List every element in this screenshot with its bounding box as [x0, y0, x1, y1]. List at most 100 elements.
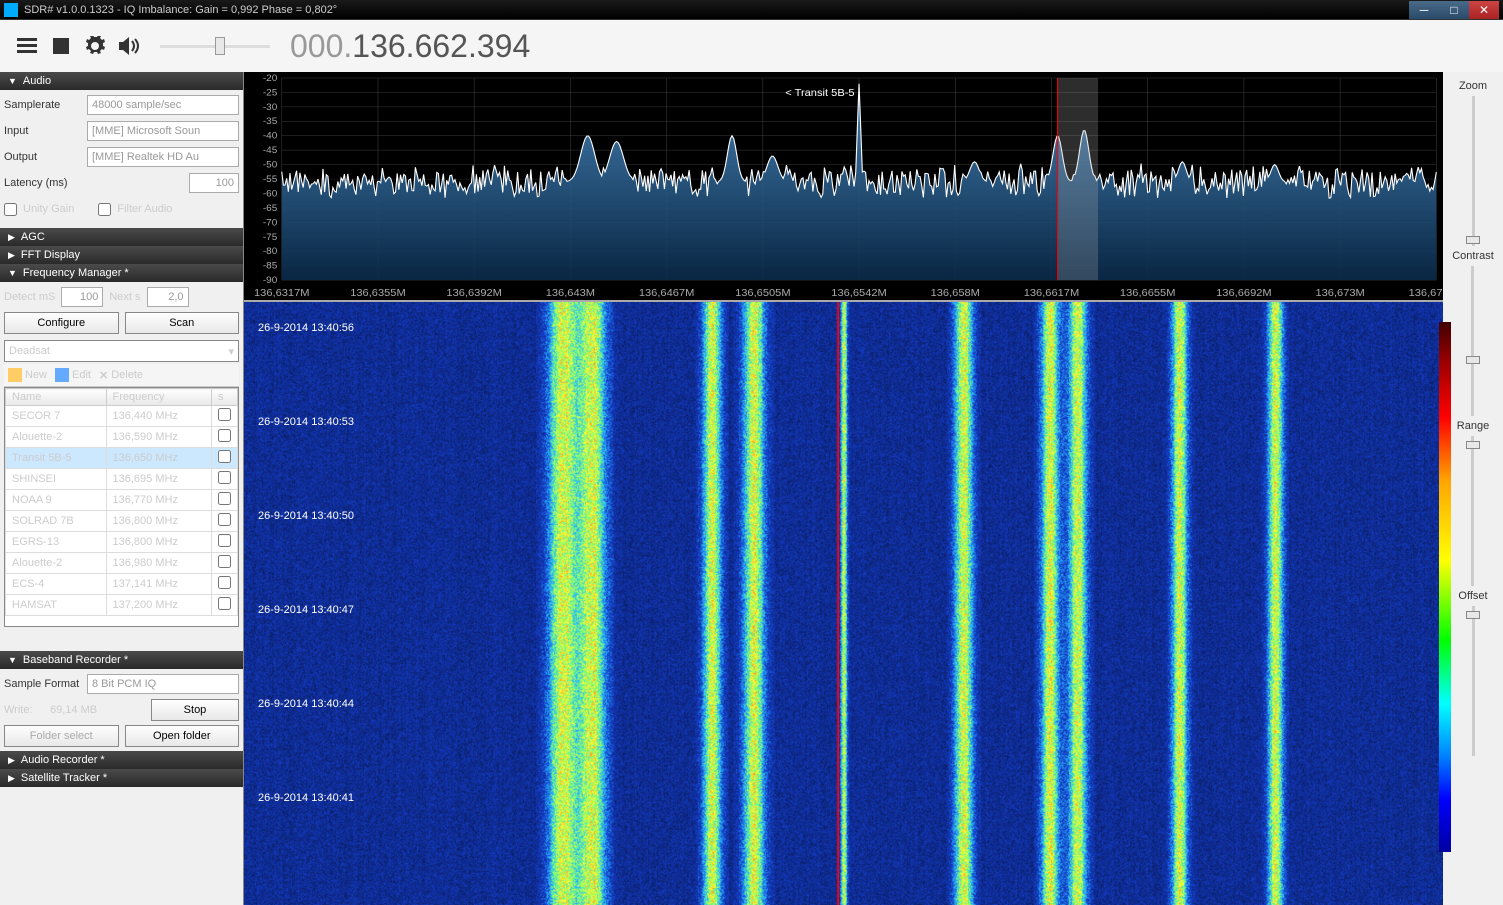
offset-label: Offset — [1458, 590, 1487, 602]
delete-button[interactable]: ✕Delete — [99, 368, 143, 382]
sidebar: ▼Audio Samplerate Input Output Latency (… — [0, 72, 244, 905]
contrast-label: Contrast — [1452, 250, 1494, 262]
offset-slider[interactable] — [1463, 606, 1483, 756]
stop-button[interactable]: Stop — [151, 699, 239, 721]
latency-input[interactable] — [189, 173, 239, 193]
detect-input[interactable] — [61, 287, 103, 307]
audio-recorder-header[interactable]: ▶Audio Recorder * — [0, 751, 243, 769]
range-slider[interactable] — [1463, 436, 1483, 586]
svg-text:-90: -90 — [263, 276, 277, 286]
colorbar — [1439, 322, 1451, 852]
svg-text:-75: -75 — [263, 232, 277, 242]
table-row[interactable]: SHINSEI136,695 MHz — [6, 469, 238, 490]
waterfall-timestamp: 26-9-2014 13:40:56 — [258, 322, 354, 334]
format-label: Sample Format — [4, 678, 81, 690]
new-button[interactable]: New — [8, 368, 47, 382]
svg-text:< Transit 5B-5: < Transit 5B-5 — [785, 87, 855, 98]
table-row[interactable]: SOLRAD 7B136,800 MHz — [6, 511, 238, 532]
waterfall-panel[interactable]: 26-9-2014 13:40:56 26-9-2014 13:40:53 26-9… — [244, 302, 1443, 905]
svg-text:136,643M: 136,643M — [546, 288, 595, 299]
next-input[interactable] — [147, 287, 189, 307]
spectrum-area: -20-25-30-35-40-45-50-55-60-65-70-75-80-… — [244, 72, 1443, 905]
svg-text:136,6317M: 136,6317M — [254, 288, 310, 299]
waterfall-timestamp: 26-9-2014 13:40:53 — [258, 416, 354, 428]
audio-panel-header[interactable]: ▼Audio — [0, 72, 243, 90]
col-freq[interactable]: Frequency — [106, 389, 211, 406]
fft-panel-header[interactable]: ▶FFT Display — [0, 246, 243, 264]
folder-select-button[interactable]: Folder select — [4, 725, 119, 747]
table-row[interactable]: Alouette-2136,590 MHz — [6, 427, 238, 448]
gear-icon[interactable] — [84, 35, 106, 57]
contrast-slider[interactable] — [1463, 266, 1483, 416]
scan-button[interactable]: Scan — [125, 312, 240, 334]
open-folder-button[interactable]: Open folder — [125, 725, 240, 747]
write-label: Write: — [4, 704, 44, 716]
format-input[interactable] — [87, 674, 239, 694]
waterfall-timestamp: 26-9-2014 13:40:41 — [258, 792, 354, 804]
edit-button[interactable]: Edit — [55, 368, 91, 382]
close-button[interactable]: ✕ — [1469, 1, 1499, 19]
waterfall-marker — [838, 302, 839, 905]
svg-text:136,6655M: 136,6655M — [1120, 288, 1176, 299]
speaker-icon[interactable] — [118, 35, 140, 57]
waterfall-timestamp: 26-9-2014 13:40:50 — [258, 510, 354, 522]
table-row[interactable]: EGRS-13136,800 MHz — [6, 532, 238, 553]
fft-panel[interactable]: -20-25-30-35-40-45-50-55-60-65-70-75-80-… — [244, 72, 1443, 302]
svg-text:136,6617M: 136,6617M — [1024, 288, 1080, 299]
frequency-display[interactable]: 000.136.662.394 — [290, 28, 530, 65]
input-label: Input — [4, 125, 81, 137]
table-row[interactable]: ECS-4137,141 MHz — [6, 574, 238, 595]
svg-text:-45: -45 — [263, 146, 277, 156]
app-icon — [4, 3, 18, 17]
waterfall-timestamp: 26-9-2014 13:40:47 — [258, 604, 354, 616]
svg-text:136,6768M: 136,6768M — [1409, 288, 1443, 299]
titlebar: SDR# v1.0.0.1323 - IQ Imbalance: Gain = … — [0, 0, 1503, 20]
svg-text:-50: -50 — [263, 160, 277, 170]
detect-label: Detect mS — [4, 291, 55, 303]
main-toolbar: 000.136.662.394 — [0, 20, 1503, 72]
svg-text:-25: -25 — [263, 88, 277, 98]
zoom-slider[interactable] — [1463, 96, 1483, 246]
freq-manager-header[interactable]: ▼Frequency Manager * — [0, 264, 243, 282]
minimize-button[interactable]: ─ — [1409, 1, 1439, 19]
agc-panel-header[interactable]: ▶AGC — [0, 228, 243, 246]
svg-text:136,6355M: 136,6355M — [350, 288, 406, 299]
svg-text:-85: -85 — [263, 261, 277, 271]
svg-text:-60: -60 — [263, 189, 277, 199]
frequency-table: Name Frequency s SECOR 7136,440 MHzAloue… — [5, 388, 238, 616]
filter-audio-checkbox[interactable]: Filter Audio — [98, 203, 172, 216]
col-s[interactable]: s — [212, 389, 238, 406]
svg-text:-65: -65 — [263, 203, 277, 213]
audio-output-select[interactable] — [87, 147, 239, 167]
satellite-tracker-header[interactable]: ▶Satellite Tracker * — [0, 769, 243, 787]
svg-text:-20: -20 — [263, 73, 277, 83]
next-label: Next s — [109, 291, 140, 303]
right-panel: Zoom Contrast Range Offset — [1443, 72, 1503, 905]
samplerate-input[interactable] — [87, 95, 239, 115]
svg-text:-40: -40 — [263, 131, 277, 141]
samplerate-label: Samplerate — [4, 99, 81, 111]
table-row[interactable]: HAMSAT137,200 MHz — [6, 595, 238, 616]
maximize-button[interactable]: □ — [1439, 1, 1469, 19]
col-name[interactable]: Name — [6, 389, 107, 406]
svg-text:-35: -35 — [263, 117, 277, 127]
latency-label: Latency (ms) — [4, 177, 88, 189]
table-row[interactable]: NOAA 9136,770 MHz — [6, 490, 238, 511]
menu-icon[interactable] — [16, 35, 38, 57]
svg-text:136,6392M: 136,6392M — [446, 288, 502, 299]
baseband-header[interactable]: ▼Baseband Recorder * — [0, 651, 243, 669]
unity-gain-checkbox[interactable]: Unity Gain — [4, 203, 74, 216]
table-row[interactable]: SECOR 7136,440 MHz — [6, 406, 238, 427]
table-row[interactable]: Transit 5B-5136,650 MHz — [6, 448, 238, 469]
table-row[interactable]: Alouette-2136,980 MHz — [6, 553, 238, 574]
output-label: Output — [4, 151, 81, 163]
group-select[interactable]: Deadsat▾ — [4, 340, 239, 362]
stop-icon[interactable] — [50, 35, 72, 57]
svg-text:136,673M: 136,673M — [1315, 288, 1364, 299]
configure-button[interactable]: Configure — [4, 312, 119, 334]
svg-text:-30: -30 — [263, 102, 277, 112]
svg-text:-80: -80 — [263, 247, 277, 257]
audio-input-select[interactable] — [87, 121, 239, 141]
range-label: Range — [1457, 420, 1489, 432]
volume-slider[interactable] — [160, 45, 270, 48]
